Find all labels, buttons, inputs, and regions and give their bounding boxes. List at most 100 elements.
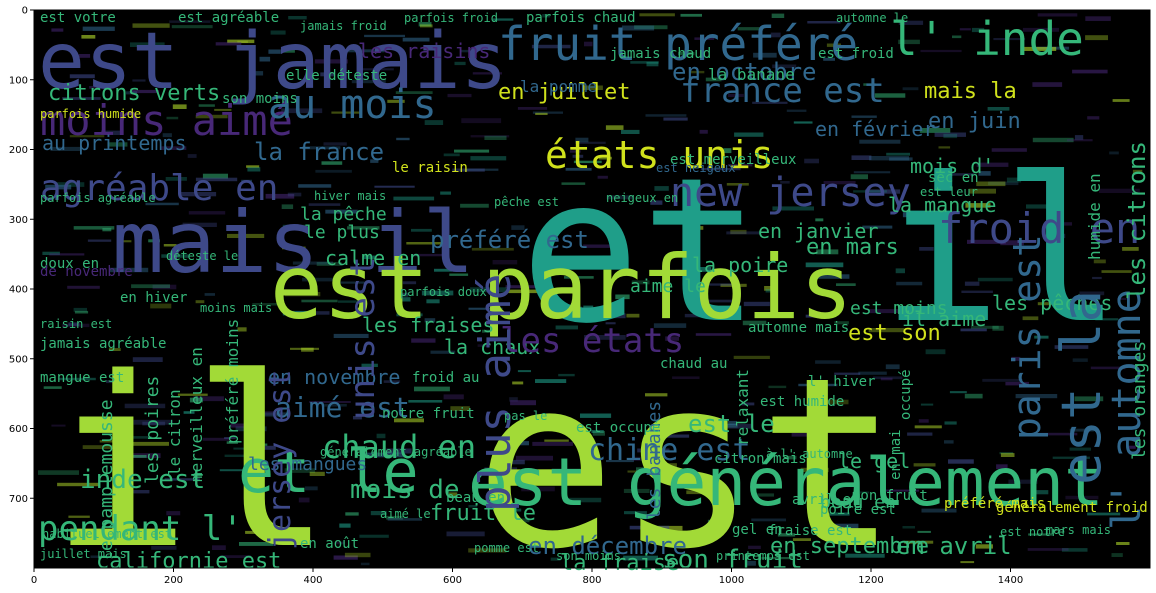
small-word-texture	[663, 117, 688, 121]
small-word-texture	[646, 61, 659, 67]
small-word-texture	[845, 553, 885, 558]
word-18: mais la	[924, 79, 1017, 104]
small-word-texture	[634, 25, 668, 30]
small-word-texture	[42, 251, 60, 255]
small-word-texture	[126, 91, 137, 95]
small-word-texture	[505, 285, 547, 289]
small-word-texture	[290, 347, 319, 350]
small-word-texture	[605, 322, 616, 325]
small-word-texture	[580, 413, 612, 418]
small-word-texture	[564, 276, 594, 279]
word-83: parfois froid	[404, 11, 498, 25]
small-word-texture	[163, 244, 177, 247]
small-word-texture	[1112, 99, 1130, 102]
word-22: au printemps	[42, 131, 187, 155]
small-word-texture	[468, 307, 503, 310]
small-word-texture	[396, 137, 410, 141]
small-word-texture	[353, 416, 362, 420]
small-word-texture	[636, 467, 666, 472]
small-word-texture	[575, 137, 589, 143]
small-word-texture	[132, 441, 169, 446]
small-word-texture	[807, 21, 841, 24]
small-word-texture	[1022, 27, 1059, 32]
small-word-texture	[301, 347, 314, 352]
small-word-texture	[443, 394, 464, 400]
small-word-texture	[68, 515, 90, 518]
word-54: en avril	[896, 532, 1012, 560]
small-word-texture	[402, 281, 417, 285]
small-word-texture	[100, 130, 122, 135]
word-7: fruit préféré	[498, 17, 858, 71]
small-word-texture	[1015, 394, 1058, 399]
small-word-texture	[658, 525, 683, 531]
word-101: mangue est	[40, 370, 124, 386]
small-word-texture	[1074, 396, 1104, 402]
small-word-texture	[395, 91, 433, 94]
small-word-texture	[975, 544, 993, 549]
small-word-texture	[639, 13, 675, 17]
word-52: son fruit	[662, 545, 803, 575]
small-word-texture	[645, 114, 687, 117]
small-word-texture	[265, 193, 295, 199]
small-word-texture	[664, 425, 685, 430]
small-word-texture	[219, 469, 245, 472]
small-word-texture	[515, 455, 553, 461]
small-word-texture	[148, 239, 160, 243]
small-word-texture	[565, 167, 592, 171]
small-word-texture	[1099, 188, 1140, 193]
small-word-texture	[492, 18, 514, 21]
small-word-texture	[239, 371, 261, 376]
small-word-texture	[412, 253, 449, 257]
small-word-texture	[654, 186, 669, 191]
small-word-texture	[988, 181, 1019, 186]
small-word-texture	[102, 421, 122, 424]
small-word-texture	[967, 239, 1006, 244]
small-word-texture	[964, 393, 983, 399]
word-40: en novembre	[268, 365, 400, 389]
word-48: pendant l'	[38, 509, 243, 549]
small-word-texture	[383, 380, 401, 383]
small-word-texture	[727, 164, 753, 167]
word-90: le raisin	[392, 160, 468, 176]
word-6: est généralement	[468, 444, 1104, 521]
small-word-texture	[298, 184, 332, 188]
word-19: en juin	[928, 109, 1021, 134]
small-word-texture	[564, 497, 602, 503]
small-word-texture	[67, 285, 100, 289]
small-word-texture	[816, 249, 839, 255]
small-word-texture	[62, 323, 90, 328]
small-word-texture	[51, 424, 66, 427]
small-word-texture	[509, 508, 522, 512]
small-word-texture	[561, 182, 586, 185]
small-word-texture	[574, 533, 590, 537]
small-word-texture	[648, 467, 680, 471]
small-word-texture	[764, 286, 777, 291]
small-word-texture	[182, 222, 217, 227]
word-25: en janvier	[758, 219, 878, 243]
word-133: sec en	[928, 170, 979, 186]
word-27: aime le	[630, 276, 706, 297]
word-73: le citron	[165, 389, 184, 476]
small-word-texture	[583, 305, 594, 309]
small-word-texture	[1122, 247, 1139, 251]
small-word-texture	[786, 455, 797, 460]
small-word-texture	[81, 35, 96, 39]
small-word-texture	[215, 42, 242, 46]
word-65: plus aimé	[470, 274, 521, 512]
small-word-texture	[152, 284, 177, 290]
word-110: parfois doux	[400, 285, 487, 299]
small-word-texture	[753, 52, 777, 58]
word-1: et il	[520, 135, 1122, 368]
small-word-texture	[360, 562, 370, 566]
small-word-texture	[701, 168, 741, 171]
small-word-texture	[195, 300, 205, 304]
word-124: printemps est	[716, 549, 810, 563]
word-119: est notre	[1000, 525, 1065, 539]
small-word-texture	[224, 437, 236, 439]
word-93: hiver mais	[314, 189, 386, 203]
small-word-texture	[707, 519, 720, 524]
small-word-texture	[583, 244, 619, 248]
small-word-texture	[107, 142, 128, 147]
small-word-texture	[224, 454, 252, 457]
